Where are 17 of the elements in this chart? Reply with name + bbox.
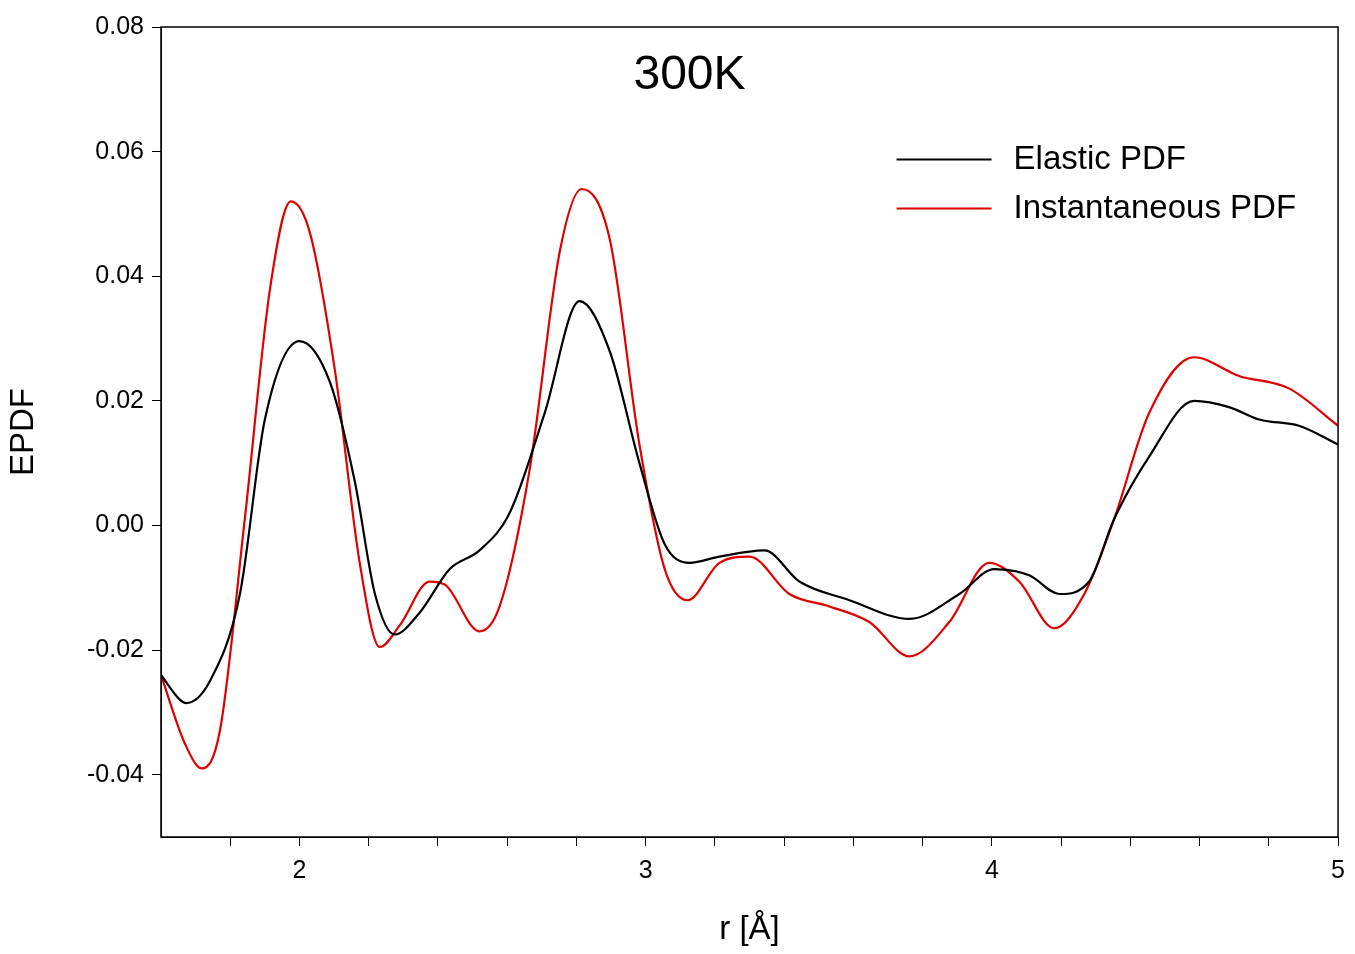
y-tick-label: 0.00 bbox=[95, 509, 144, 538]
y-axis-title: EPDF bbox=[2, 387, 40, 477]
y-tick-label: -0.02 bbox=[87, 633, 144, 662]
x-tick-label: 5 bbox=[1331, 854, 1345, 883]
y-tick-label: 0.04 bbox=[95, 260, 145, 289]
x-axis-title: r [Å] bbox=[719, 909, 780, 947]
chart-title: 300K bbox=[633, 46, 746, 100]
y-tick-label: 0.08 bbox=[95, 10, 144, 39]
x-tick-label: 2 bbox=[292, 854, 307, 883]
y-tick-label: -0.04 bbox=[87, 758, 145, 787]
y-tick-label: 0.06 bbox=[95, 135, 144, 164]
x-tick-label: 4 bbox=[984, 854, 999, 883]
x-tick-label: 3 bbox=[638, 854, 653, 883]
legend-label: Instantaneous PDF bbox=[1013, 187, 1297, 225]
legend-label: Elastic PDF bbox=[1013, 138, 1186, 176]
y-tick-label: 0.02 bbox=[95, 384, 144, 413]
line-series bbox=[161, 187, 1339, 770]
